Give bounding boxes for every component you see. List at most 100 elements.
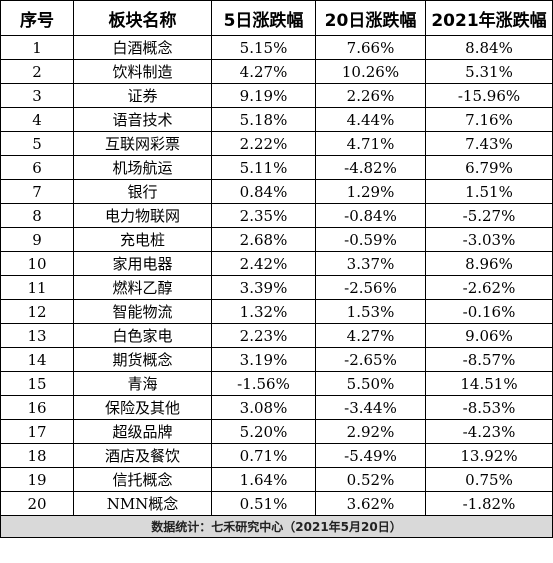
cell-sector-name: 家用电器 [73,251,212,276]
cell-5day-change: 1.32% [211,299,316,324]
header-sector-name: 板块名称 [73,0,212,36]
cell-2021-change: 8.84% [425,35,553,60]
table-row: 11 燃料乙醇 3.39% -2.56% -2.62% [0,275,553,300]
cell-sector-name: 酒店及餐饮 [73,443,212,468]
cell-index: 11 [0,275,74,300]
cell-2021-change: -8.57% [425,347,553,372]
cell-5day-change: 5.11% [211,155,316,180]
table-row: 5 互联网彩票 2.22% 4.71% 7.43% [0,131,553,156]
cell-5day-change: 0.51% [211,491,316,516]
cell-index: 12 [0,299,74,324]
cell-5day-change: 2.22% [211,131,316,156]
cell-sector-name: 语音技术 [73,107,212,132]
footer-row: 数据统计：七禾研究中心（2021年5月20日） [0,515,553,538]
cell-index: 20 [0,491,74,516]
cell-index: 16 [0,395,74,420]
table-row: 18 酒店及餐饮 0.71% -5.49% 13.92% [0,443,553,468]
cell-2021-change: 1.51% [425,179,553,204]
cell-20day-change: 5.50% [315,371,426,396]
table-row: 7 银行 0.84% 1.29% 1.51% [0,179,553,204]
table-row: 16 保险及其他 3.08% -3.44% -8.53% [0,395,553,420]
cell-index: 2 [0,59,74,84]
table-row: 14 期货概念 3.19% -2.65% -8.57% [0,347,553,372]
sector-performance-table: 序号 板块名称 5日涨跌幅 20日涨跌幅 2021年涨跌幅 1 白酒概念 5.15%… [0,0,553,538]
cell-index: 10 [0,251,74,276]
cell-2021-change: -5.27% [425,203,553,228]
cell-sector-name: 电力物联网 [73,203,212,228]
cell-20day-change: -0.59% [315,227,426,252]
cell-sector-name: 充电桩 [73,227,212,252]
cell-2021-change: -3.03% [425,227,553,252]
table-row: 9 充电桩 2.68% -0.59% -3.03% [0,227,553,252]
cell-20day-change: 0.52% [315,467,426,492]
cell-index: 19 [0,467,74,492]
cell-index: 8 [0,203,74,228]
cell-5day-change: 3.08% [211,395,316,420]
cell-5day-change: 3.39% [211,275,316,300]
cell-20day-change: -0.84% [315,203,426,228]
header-index: 序号 [0,0,74,36]
cell-20day-change: 3.37% [315,251,426,276]
cell-20day-change: 4.44% [315,107,426,132]
cell-20day-change: -2.56% [315,275,426,300]
cell-5day-change: 5.20% [211,419,316,444]
cell-5day-change: 5.15% [211,35,316,60]
cell-5day-change: 2.42% [211,251,316,276]
cell-index: 3 [0,83,74,108]
cell-sector-name: 青海 [73,371,212,396]
cell-5day-change: 2.23% [211,323,316,348]
cell-2021-change: -15.96% [425,83,553,108]
cell-2021-change: -4.23% [425,419,553,444]
cell-sector-name: 白色家电 [73,323,212,348]
cell-20day-change: 10.26% [315,59,426,84]
cell-20day-change: 1.53% [315,299,426,324]
cell-index: 1 [0,35,74,60]
cell-2021-change: -1.82% [425,491,553,516]
cell-20day-change: 2.92% [315,419,426,444]
table-row: 6 机场航运 5.11% -4.82% 6.79% [0,155,553,180]
cell-index: 14 [0,347,74,372]
cell-index: 18 [0,443,74,468]
cell-2021-change: 13.92% [425,443,553,468]
cell-20day-change: 2.26% [315,83,426,108]
cell-sector-name: 超级品牌 [73,419,212,444]
cell-20day-change: 4.27% [315,323,426,348]
cell-2021-change: 6.79% [425,155,553,180]
cell-20day-change: -2.65% [315,347,426,372]
cell-2021-change: 14.51% [425,371,553,396]
cell-index: 17 [0,419,74,444]
cell-index: 4 [0,107,74,132]
cell-20day-change: -5.49% [315,443,426,468]
table-row: 20 NMN概念 0.51% 3.62% -1.82% [0,491,553,516]
cell-20day-change: 4.71% [315,131,426,156]
cell-2021-change: 7.16% [425,107,553,132]
cell-2021-change: 8.96% [425,251,553,276]
cell-2021-change: 7.43% [425,131,553,156]
table-row: 3 证券 9.19% 2.26% -15.96% [0,83,553,108]
cell-5day-change: 2.68% [211,227,316,252]
cell-sector-name: NMN概念 [73,491,212,516]
cell-20day-change: -3.44% [315,395,426,420]
cell-sector-name: 保险及其他 [73,395,212,420]
cell-sector-name: 银行 [73,179,212,204]
table-row: 4 语音技术 5.18% 4.44% 7.16% [0,107,553,132]
cell-index: 15 [0,371,74,396]
data-source-note: 数据统计：七禾研究中心（2021年5月20日） [0,515,553,538]
cell-sector-name: 互联网彩票 [73,131,212,156]
table-body: 1 白酒概念 5.15% 7.66% 8.84% 2 饮料制造 4.27% 10.26% 5.31… [0,35,553,516]
cell-2021-change: -8.53% [425,395,553,420]
cell-2021-change: 9.06% [425,323,553,348]
cell-2021-change: -0.16% [425,299,553,324]
cell-sector-name: 信托概念 [73,467,212,492]
cell-20day-change: -4.82% [315,155,426,180]
cell-5day-change: 0.84% [211,179,316,204]
cell-20day-change: 7.66% [315,35,426,60]
table-row: 1 白酒概念 5.15% 7.66% 8.84% [0,35,553,60]
cell-2021-change: 5.31% [425,59,553,84]
header-20day-change: 20日涨跌幅 [315,0,426,36]
cell-sector-name: 证券 [73,83,212,108]
cell-5day-change: 0.71% [211,443,316,468]
cell-sector-name: 燃料乙醇 [73,275,212,300]
header-2021-change: 2021年涨跌幅 [425,0,553,36]
